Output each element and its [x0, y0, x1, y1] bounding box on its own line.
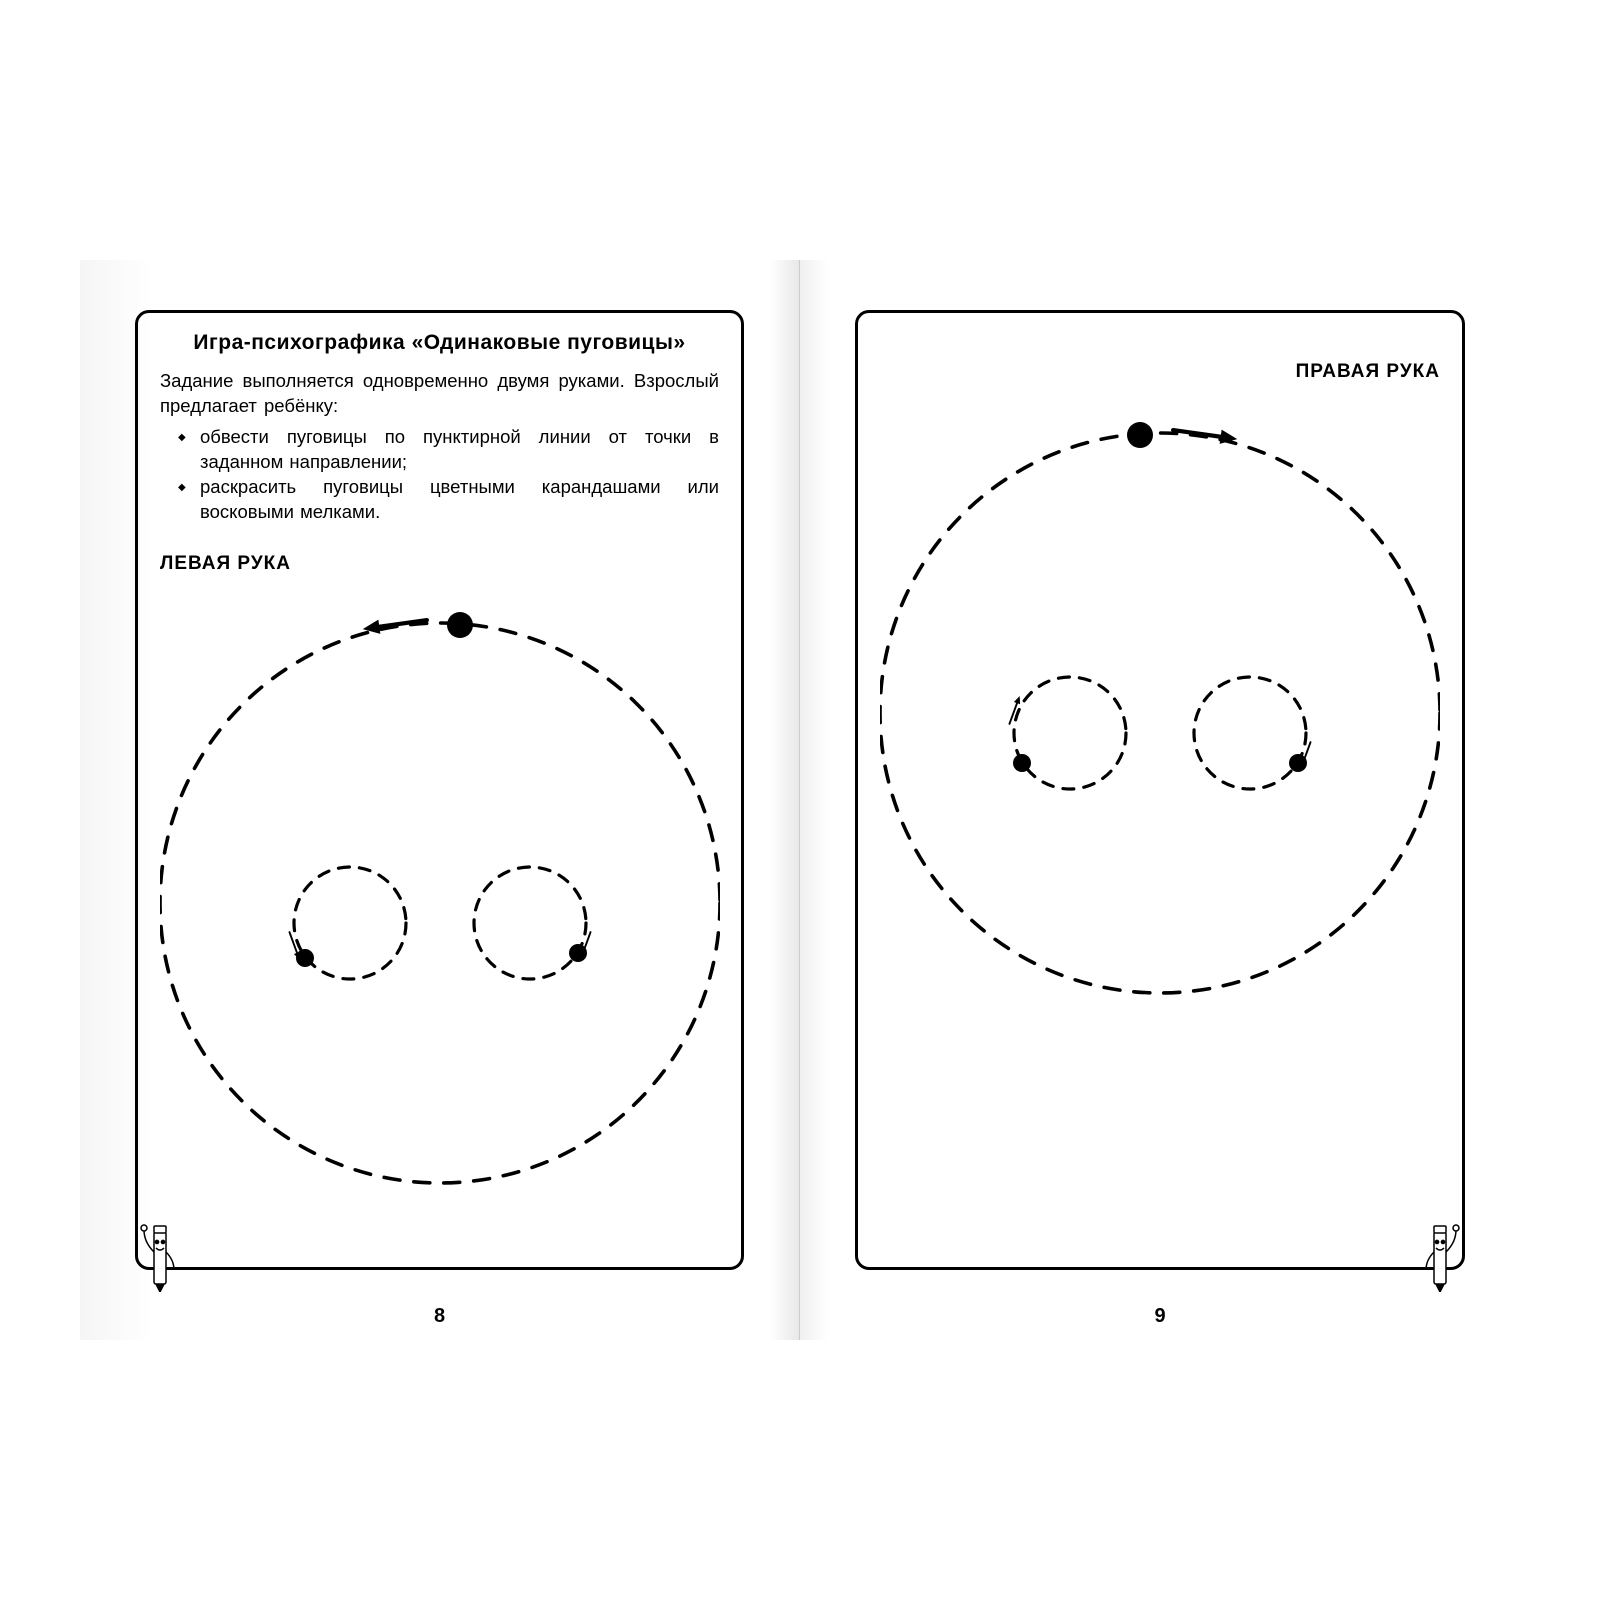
bullet-item: обвести пуговицы по пунктирной линии от … [182, 425, 719, 475]
right-page-number: 9 [800, 1305, 1520, 1328]
book-spread: Игра-психографика «Одинаковые пуговицы» … [80, 260, 1520, 1340]
right-hand-label: ПРАВАЯ РУКА [1296, 361, 1440, 383]
left-diagram [160, 583, 720, 1228]
exercise-intro: Задание выполняется одновременно двумя р… [160, 369, 719, 419]
left-page-number: 8 [80, 1305, 799, 1328]
bullet-item: раскрасить пуговицы цветными карандашами… [182, 475, 719, 525]
tracing-circles-left-icon [160, 583, 720, 1223]
left-frame: Игра-психографика «Одинаковые пуговицы» … [135, 310, 744, 1270]
right-frame: ПРАВАЯ РУКА [855, 310, 1465, 1270]
pencil-mascot-icon [138, 1212, 182, 1292]
right-page: ПРАВАЯ РУКА 9 [800, 260, 1520, 1340]
pencil-mascot-icon [1418, 1212, 1462, 1292]
right-diagram [880, 393, 1440, 1038]
exercise-bullets: обвести пуговицы по пунктирной линии от … [160, 425, 719, 525]
tracing-circles-right-icon [880, 393, 1440, 1033]
left-page: Игра-психографика «Одинаковые пуговицы» … [80, 260, 800, 1340]
exercise-title: Игра-психографика «Одинаковые пуговицы» [160, 331, 719, 355]
left-hand-label: ЛЕВАЯ РУКА [160, 553, 291, 575]
